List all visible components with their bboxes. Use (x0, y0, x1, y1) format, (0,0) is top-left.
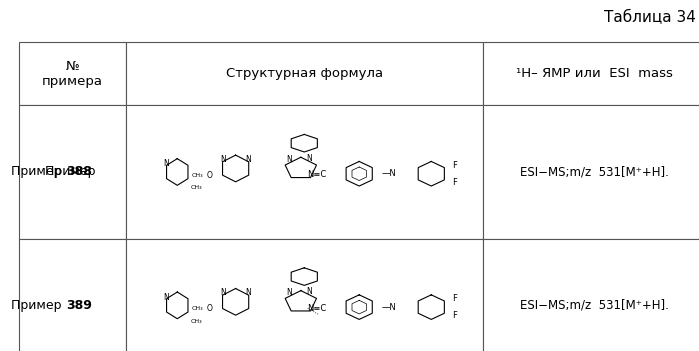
Text: O: O (206, 304, 212, 313)
Text: N≡C: N≡C (307, 304, 326, 313)
Bar (20, 42, 126, 105)
Text: Пример: Пример (45, 165, 100, 179)
Bar (20, 105, 126, 239)
Bar (126, 105, 483, 239)
Bar (483, 42, 699, 105)
Text: N≡C: N≡C (307, 171, 326, 179)
Text: 389: 389 (66, 299, 92, 312)
Text: Пример: Пример (11, 299, 66, 312)
Text: N: N (245, 155, 250, 164)
Bar (126, 239, 483, 351)
Text: CH₃: CH₃ (191, 185, 203, 191)
Text: F: F (452, 311, 457, 320)
Bar (483, 239, 699, 351)
Text: F: F (452, 178, 457, 187)
Text: 388: 388 (66, 165, 92, 179)
Text: N: N (164, 159, 169, 168)
Text: N: N (306, 287, 312, 296)
Text: N: N (287, 289, 292, 297)
Text: N: N (287, 155, 292, 164)
Text: F: F (452, 294, 457, 303)
Text: N: N (221, 288, 226, 297)
Text: N: N (221, 155, 226, 164)
Bar (20, 239, 126, 351)
Text: —N: —N (382, 303, 396, 312)
Text: Пример 388: Пример 388 (37, 165, 115, 179)
Text: N: N (164, 293, 169, 302)
Text: №
примера: № примера (42, 60, 103, 88)
Text: ESI−MS;m/z  531[M⁺+H].: ESI−MS;m/z 531[M⁺+H]. (520, 299, 669, 312)
Text: CH₃: CH₃ (191, 319, 203, 324)
Text: ESI−MS;m/z  531[M⁺+H].: ESI−MS;m/z 531[M⁺+H]. (520, 165, 669, 179)
Text: CH₃: CH₃ (192, 173, 203, 178)
Text: O: O (206, 171, 212, 180)
Text: N: N (245, 288, 250, 297)
Bar (483, 105, 699, 239)
Text: CH₃: CH₃ (192, 306, 203, 311)
Text: Таблица 34: Таблица 34 (604, 11, 696, 26)
Text: N: N (306, 154, 312, 163)
Text: F: F (452, 161, 457, 170)
Text: Структурная формула: Структурная формула (226, 67, 383, 80)
Text: Пример: Пример (11, 165, 66, 179)
Text: —N: —N (382, 169, 396, 178)
Text: ¹H– ЯМР или  ESI  mass: ¹H– ЯМР или ESI mass (516, 67, 672, 80)
Bar (126, 42, 483, 105)
